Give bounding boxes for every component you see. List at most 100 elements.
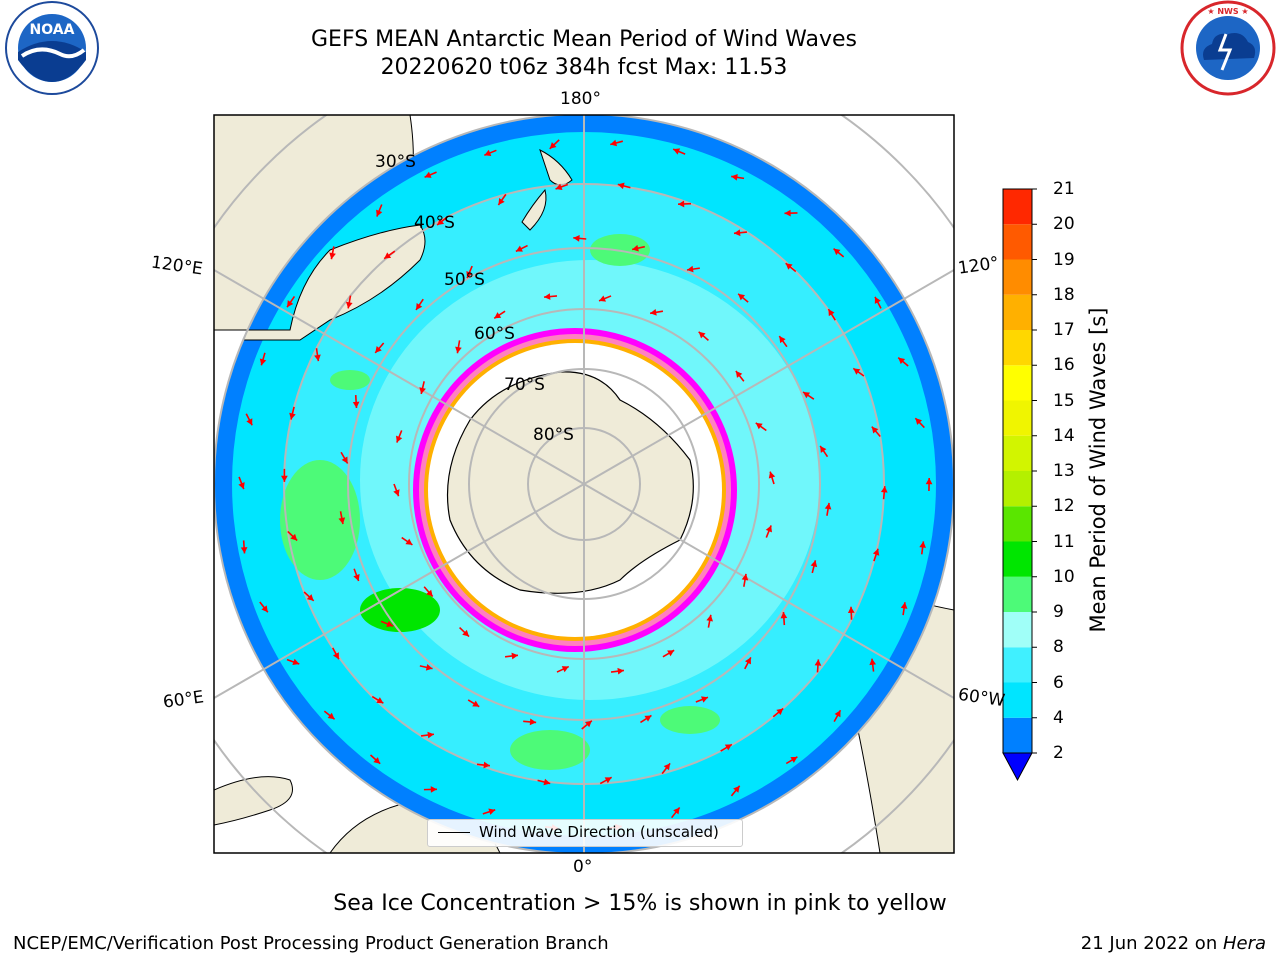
wind-arrow-head: [768, 471, 776, 479]
wind-arrow-head: [872, 548, 880, 556]
colorbar-tick-label: 6: [1053, 672, 1064, 693]
wind-arrow-head: [483, 761, 490, 769]
wind-arrow-head: [828, 309, 835, 317]
colorbar-label: Mean Period of Wind Waves [s]: [1086, 307, 1110, 633]
colorbar-segment: [1003, 576, 1032, 612]
wind-arrow-head: [281, 475, 288, 482]
colorbar-tick-label: 17: [1053, 320, 1075, 340]
footer-date: 21 Jun 2022 on Hera: [1081, 933, 1266, 954]
wind-arrow-head: [824, 502, 832, 510]
wind-arrow-head: [871, 426, 879, 434]
title-line-1: GEFS MEAN Antarctic Mean Period of Wind …: [311, 27, 857, 52]
wind-arrow-head: [511, 652, 518, 660]
wind-arrow-head: [332, 652, 339, 660]
wind-arrow-head: [667, 650, 675, 657]
wind-arrow-head: [543, 778, 551, 786]
wind-arrow-head: [776, 708, 784, 716]
wave-patch: [280, 460, 360, 580]
wind-arrow-head: [484, 149, 492, 157]
wind-arrow-head: [466, 271, 473, 279]
colorbar-segment: [1003, 541, 1032, 577]
nws-logo: ★ NWS ★: [1180, 0, 1276, 96]
wind-arrow-head: [386, 620, 394, 627]
wind-arrow-head: [925, 478, 933, 485]
map-area: [214, 115, 954, 853]
wind-arrow-head: [744, 657, 751, 665]
lat-label-50s: 50°S: [444, 270, 485, 290]
wind-arrow-head: [663, 763, 671, 771]
wind-arrow-head: [900, 602, 908, 609]
wind-arrow-head: [880, 486, 888, 493]
wind-arrow-head: [573, 235, 580, 242]
colorbar-tick-label: 9: [1053, 602, 1064, 622]
wind-arrow-head: [352, 401, 360, 409]
colorbar-tick-label: 2: [1053, 743, 1064, 763]
wind-arrow-head: [814, 659, 822, 666]
wind-arrow-head: [338, 517, 346, 525]
svg-text:★ NWS ★: ★ NWS ★: [1207, 7, 1248, 16]
wave-patch: [660, 706, 720, 734]
wind-arrow-head: [785, 263, 793, 270]
sea-ice-caption: Sea Ice Concentration > 15% is shown in …: [333, 891, 947, 916]
wind-arrow-head: [426, 589, 433, 597]
wind-arrow-head: [584, 720, 592, 728]
wind-arrow-head: [724, 744, 732, 751]
wind-arrow-head: [673, 807, 680, 815]
wind-arrow-head: [733, 229, 741, 237]
noaa-logo-text: NOAA: [30, 22, 75, 38]
colorbar-tick-label: 11: [1053, 531, 1075, 552]
wind-arrow-head: [488, 808, 496, 815]
colorbar-tick-label: 10: [1053, 566, 1075, 587]
wind-arrow-head: [384, 252, 392, 259]
wind-arrow-head: [373, 757, 381, 764]
wind-arrow-head: [430, 786, 437, 793]
colorbar-segment: [1003, 647, 1032, 683]
wind-arrow-head: [529, 718, 537, 726]
wind-arrow-head: [455, 346, 462, 354]
wind-arrow-head: [834, 710, 841, 718]
colorbar-tick-label: 8: [1053, 637, 1064, 658]
wind-arrow-head: [919, 541, 926, 548]
colorbar-segment: [1003, 294, 1032, 330]
colorbar-segment: [1003, 224, 1032, 260]
colorbar-tick-label: 13: [1053, 461, 1075, 481]
wind-arrow-head: [853, 368, 861, 375]
colorbar: [1002, 188, 1037, 782]
wind-arrow-head: [419, 387, 426, 394]
wind-arrow-head: [544, 293, 551, 300]
colorbar-segment: [1003, 506, 1032, 542]
wind-arrow-head: [678, 200, 685, 208]
lat-label-30s: 30°S: [375, 152, 416, 172]
wind-arrow-head: [329, 252, 336, 260]
wind-arrow-head: [416, 302, 423, 310]
colorbar-segment: [1003, 682, 1032, 718]
wind-arrow-head: [833, 248, 841, 256]
footer-machine: Hera: [1222, 933, 1266, 954]
wave-patch: [360, 588, 440, 632]
map-frame: [213, 114, 955, 854]
wind-arrow-head: [810, 560, 818, 568]
lat-label-60s: 60°S: [474, 324, 515, 344]
wind-arrow-head: [847, 606, 855, 614]
wind-arrow-head: [780, 612, 788, 619]
wind-arrow-head: [405, 538, 413, 545]
legend-label: Wind Wave Direction (unscaled): [479, 823, 719, 841]
wind-arrow-head: [425, 664, 433, 671]
wind-arrow-head: [610, 139, 618, 147]
colorbar-tick-label: 18: [1053, 284, 1075, 305]
wind-arrow-head: [393, 489, 400, 497]
colorbar-segment: [1003, 471, 1032, 507]
graticule: [214, 115, 954, 853]
wind-arrow-head: [396, 435, 403, 443]
wind-arrow-head: [701, 696, 708, 703]
wind-arrow-head: [561, 666, 569, 673]
wind-arrow-head: [424, 171, 432, 178]
wind-arrow-head: [246, 418, 253, 426]
colorbar-segment: [1003, 259, 1032, 295]
lon-label-180: 180°: [560, 89, 601, 109]
wind-arrow-head: [755, 422, 763, 430]
wind-arrow-head: [820, 445, 827, 453]
footer-date-text: 21 Jun 2022 on: [1080, 933, 1223, 954]
wind-arrow-head: [733, 785, 740, 793]
colorbar-tick-label: 20: [1053, 214, 1075, 235]
